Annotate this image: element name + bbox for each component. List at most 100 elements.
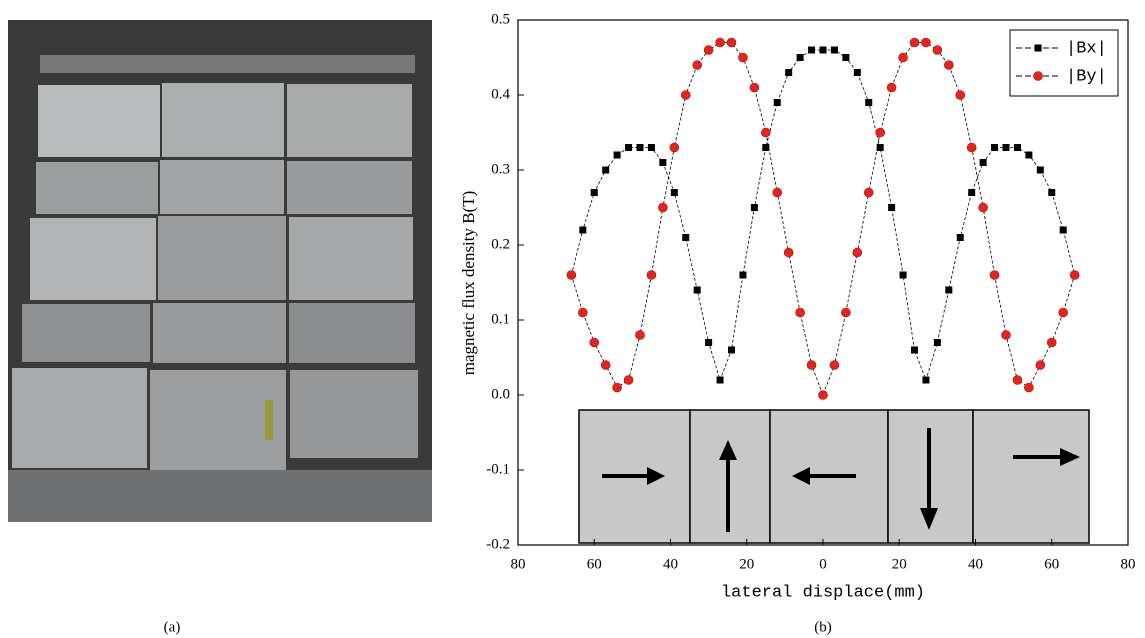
x-tick-label: 60 (587, 556, 602, 572)
data-point (899, 271, 907, 279)
data-point (922, 376, 930, 384)
data-point (955, 90, 966, 100)
magnet-array (578, 409, 1090, 544)
x-tick-label: 20 (739, 556, 754, 572)
x-axis-label: lateral displace(mm) (721, 583, 925, 602)
data-point (865, 99, 873, 106)
data-point (863, 187, 874, 198)
data-point (579, 226, 587, 234)
data-point (669, 142, 680, 153)
data-point (1058, 307, 1068, 318)
caption: (a) (164, 619, 181, 635)
data-point (875, 127, 885, 138)
legend-box (1009, 29, 1119, 97)
data-point (692, 60, 702, 70)
data-point (703, 45, 714, 55)
data-point (991, 144, 999, 151)
data-point (1046, 337, 1057, 348)
legend-marker (1034, 44, 1042, 52)
data-point (600, 360, 611, 370)
data-point (682, 234, 690, 241)
data-point (979, 159, 987, 166)
data-point (623, 375, 634, 385)
data-point (911, 346, 918, 354)
data-point (956, 234, 964, 241)
data-point (578, 307, 588, 318)
data-point (886, 82, 897, 93)
data-point (842, 54, 850, 61)
series-line (570, 42, 1076, 397)
x-tick-label: 0 (819, 556, 827, 572)
data-point (806, 360, 817, 370)
legend-label: |By| (1066, 67, 1107, 86)
x-tick-label: 80 (1121, 556, 1136, 572)
data-point (1069, 270, 1080, 280)
data-point (876, 144, 884, 151)
data-point (841, 307, 851, 318)
data-point (852, 247, 863, 258)
y-tick-label: 0.3 (491, 161, 510, 177)
x-tick-label: 40 (663, 556, 678, 572)
data-point (590, 189, 598, 196)
data-point (761, 127, 771, 138)
data-point (1048, 189, 1056, 196)
y-tick-label: -0.1 (486, 461, 510, 477)
x-tick-label: 40 (968, 556, 983, 572)
data-point (589, 337, 600, 348)
data-point (749, 82, 760, 93)
data-point (635, 330, 645, 340)
data-point (1012, 375, 1023, 385)
data-point (1024, 382, 1034, 393)
data-point (888, 204, 896, 211)
data-point (1035, 360, 1046, 370)
data-point (945, 286, 953, 294)
data-point (726, 37, 737, 48)
data-point (818, 390, 828, 400)
data-point (738, 52, 748, 63)
data-point (795, 307, 805, 318)
x-tick-label: 80 (511, 556, 526, 572)
y-tick-label: -0.2 (486, 536, 510, 552)
caption: (b) (814, 619, 832, 635)
data-point (783, 247, 794, 258)
data-point (830, 46, 838, 54)
x-tick-label: 60 (1044, 556, 1059, 572)
data-point (613, 151, 621, 159)
y-tick-label: 0.2 (491, 236, 510, 252)
data-point (658, 202, 668, 213)
data-point (750, 204, 758, 211)
data-point (680, 90, 691, 100)
data-point (978, 202, 988, 213)
data-point (636, 144, 644, 151)
data-point (1013, 144, 1021, 151)
data-point (647, 144, 655, 151)
x-tick-label: 20 (892, 556, 907, 572)
data-point (819, 46, 827, 54)
data-point (829, 360, 840, 370)
legend-label: |Bx| (1066, 39, 1107, 58)
data-point (739, 271, 747, 279)
data-point (1001, 330, 1011, 340)
data-point (716, 376, 724, 384)
data-point (602, 166, 610, 174)
data-point (625, 144, 633, 151)
data-point (715, 37, 725, 48)
data-point (989, 270, 1000, 280)
data-point (966, 142, 977, 153)
data-point (853, 69, 861, 76)
data-point (762, 144, 770, 151)
data-point (693, 286, 701, 294)
series-line (570, 49, 1076, 382)
y-tick-label: 0.4 (491, 86, 510, 102)
legend-marker (1033, 71, 1043, 81)
data-point (646, 270, 657, 280)
data-point (808, 46, 816, 54)
data-point (944, 60, 954, 70)
data-point (1002, 144, 1010, 151)
data-point (705, 339, 713, 346)
data-point (796, 54, 804, 61)
data-point (932, 45, 943, 55)
y-tick-label: 0.5 (491, 11, 510, 27)
data-point (898, 52, 908, 63)
data-point (670, 189, 678, 196)
